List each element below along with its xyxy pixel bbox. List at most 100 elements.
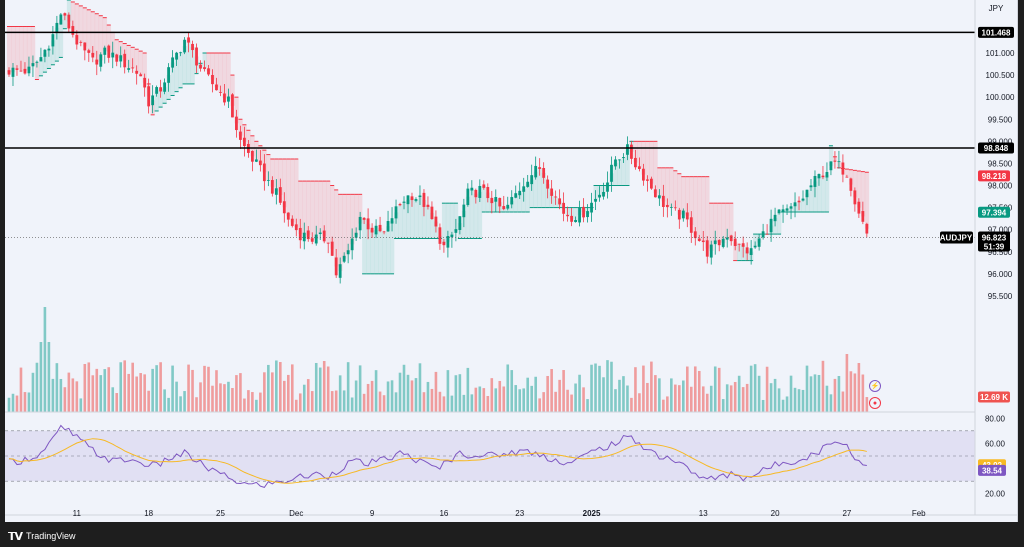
volume-bar: [207, 366, 210, 412]
record-icon[interactable]: ●: [869, 397, 881, 409]
candle-body: [630, 144, 633, 159]
time-axis[interactable]: 11 18 25 Dec 9 16 23 2025 13 20 27 Feb: [73, 509, 926, 518]
candle-body: [426, 204, 430, 207]
supertrend-fill: [801, 199, 806, 212]
candle-body: [649, 178, 653, 189]
volume-bar: [582, 387, 585, 412]
supertrend-fill: [38, 59, 44, 76]
volume-bar: [849, 371, 853, 412]
supertrend-fill: [445, 203, 451, 242]
currency-label[interactable]: JPY: [988, 4, 1004, 13]
candle-body: [314, 234, 318, 244]
alert-lightning-icon[interactable]: ⚡: [869, 380, 881, 392]
candle-body: [298, 227, 302, 241]
volume-bar: [781, 399, 785, 412]
supertrend-fill: [449, 203, 455, 236]
supertrend-fill: [174, 56, 179, 92]
candle-body: [270, 180, 274, 194]
candle-body: [406, 195, 410, 205]
volume-bar: [666, 396, 669, 412]
candle-body: [622, 157, 625, 159]
volume-bar: [813, 374, 817, 412]
candle-body: [841, 162, 845, 175]
date-tick-label: 9: [370, 509, 375, 518]
candle-body: [538, 167, 542, 169]
volume-bar: [514, 385, 518, 412]
volume-bar: [75, 381, 79, 412]
chart-panel[interactable]: 95.50096.00096.50097.00097.50098.00098.5…: [5, 0, 1018, 522]
volume-bar: [23, 392, 27, 412]
supertrend-fill: [270, 159, 275, 187]
volume-bar: [35, 362, 39, 412]
supertrend-fill: [701, 176, 706, 242]
candle-body: [833, 160, 837, 162]
supertrend-fill: [705, 176, 710, 249]
supertrend-fill: [190, 46, 195, 84]
candle-body: [554, 196, 558, 198]
candle-body: [219, 92, 222, 93]
chart-canvas[interactable]: 95.50096.00096.50097.00097.50098.00098.5…: [5, 0, 1017, 522]
candle-body: [254, 159, 258, 162]
volume-bar: [199, 382, 202, 412]
candle-body: [51, 34, 55, 47]
candle-body: [147, 86, 151, 107]
candle-body: [43, 49, 47, 57]
candle-body: [829, 161, 833, 171]
candle-body: [167, 67, 170, 83]
footer-bar: [0, 522, 1024, 547]
supertrend-fill: [358, 194, 363, 224]
supertrend-fill: [641, 141, 646, 175]
supertrend-fill: [298, 181, 303, 235]
candle-body: [207, 68, 210, 75]
volume-value-tag: 12.69 K: [980, 393, 1008, 402]
supertrend-fill: [34, 62, 40, 80]
candle-body: [75, 35, 79, 45]
volume-bar: [183, 391, 186, 412]
supertrend-fill: [402, 202, 407, 239]
candle-body: [618, 159, 621, 161]
supertrend-fill: [573, 207, 578, 222]
tradingview-logo[interactable]: 𝗧𝗩 TradingView: [8, 529, 76, 543]
supertrend-fill: [314, 181, 319, 239]
supertrend-fill: [134, 49, 139, 73]
supertrend-fill: [613, 162, 618, 186]
volume-bar: [630, 397, 633, 412]
candle-body: [111, 52, 115, 58]
volume-bar: [314, 362, 318, 412]
candle-body: [11, 67, 15, 77]
supertrend-fill: [477, 191, 483, 239]
supertrend-lower-tag: 97.394: [982, 208, 1007, 217]
volume-bar: [119, 362, 123, 412]
volume-bar: [749, 365, 753, 412]
candle-body: [594, 198, 597, 202]
volume-bar: [837, 375, 841, 412]
candle-body: [422, 192, 426, 207]
supertrend-fill: [709, 203, 714, 252]
rsi-tick-label: 20.00: [985, 490, 1006, 499]
volume-bar: [442, 396, 446, 412]
candle-body: [673, 207, 677, 209]
candle-body: [414, 199, 418, 201]
volume-bar: [203, 365, 206, 412]
volume-bar: [298, 393, 302, 412]
supertrend-fill: [693, 176, 698, 235]
supertrend-fill: [737, 244, 742, 261]
supertrend-fill: [864, 172, 870, 229]
volume-bar: [310, 391, 314, 412]
volume-bar: [306, 379, 310, 412]
date-tick-label: 16: [439, 509, 448, 518]
volume-bar: [406, 374, 410, 412]
volume-bar: [486, 395, 490, 412]
volume-bar: [231, 388, 234, 412]
volume-bar: [586, 399, 589, 412]
candle-body: [769, 218, 773, 233]
supertrend-fill: [318, 181, 323, 234]
hline-price-tag: 98.848: [984, 144, 1009, 153]
candle-body: [95, 59, 99, 65]
candle-body: [498, 197, 502, 207]
price-tick-label: 95.500: [988, 292, 1013, 301]
price-tags: 101.468 98.848 98.218 97.394 AUDJPY 96.82351:…: [940, 26, 1014, 476]
candle-body: [853, 190, 857, 205]
supertrend-fill: [286, 159, 291, 217]
horizontal-lines[interactable]: [5, 31, 975, 238]
